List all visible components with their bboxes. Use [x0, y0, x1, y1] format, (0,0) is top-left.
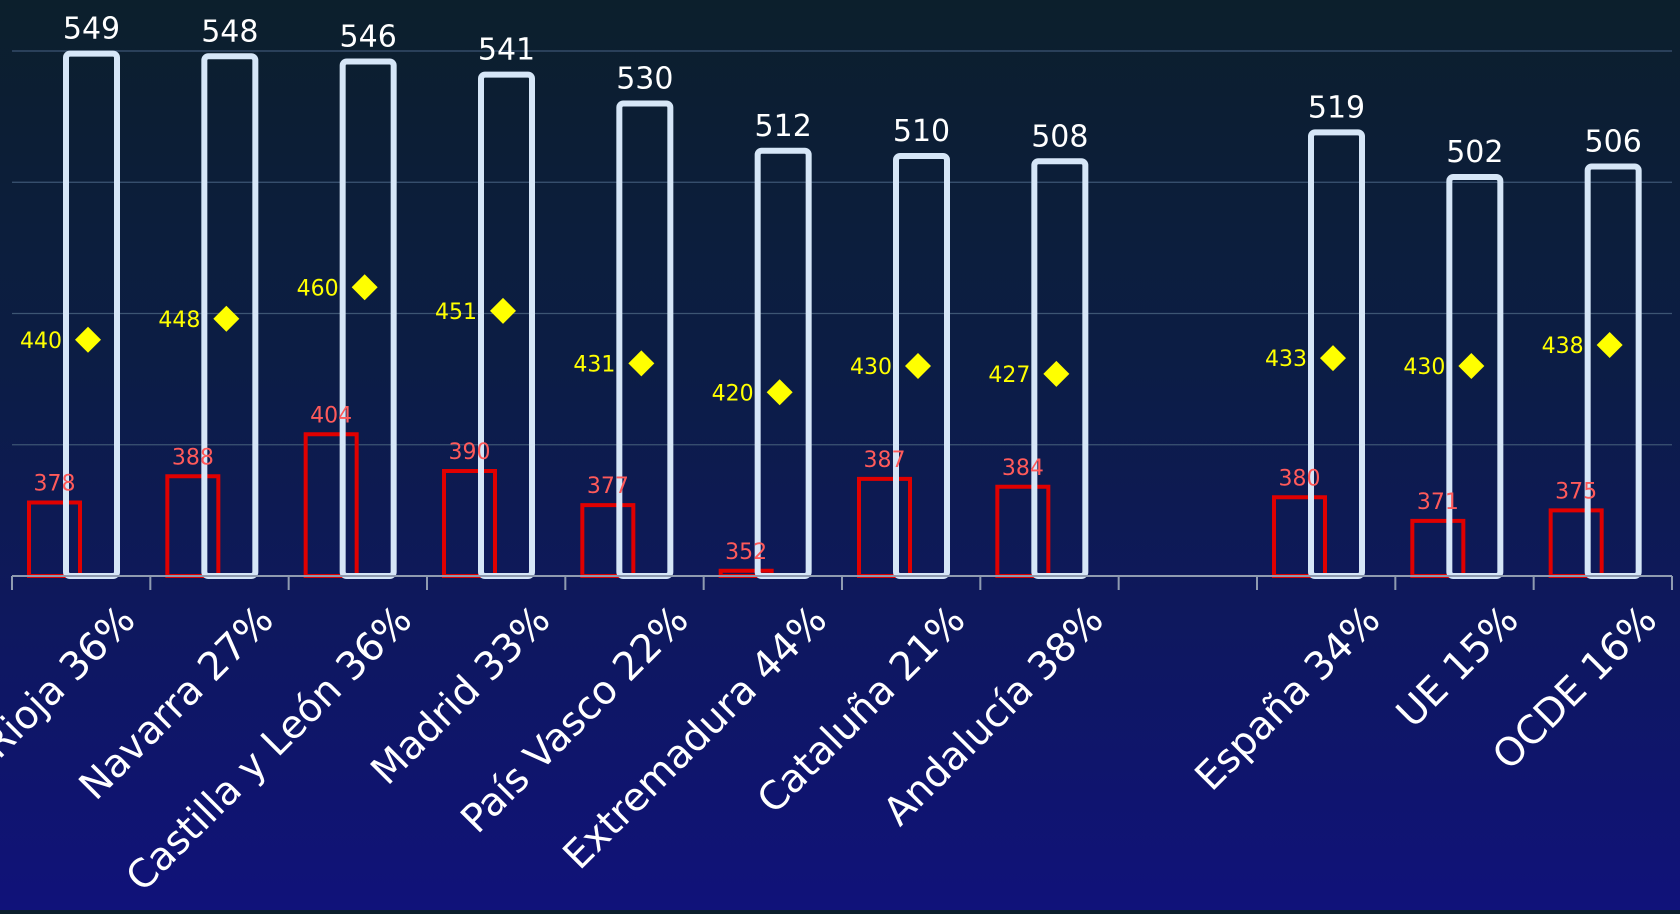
x-axis: La Rioja 36%Navarra 27%Castilla y León 3… — [0, 575, 1673, 900]
category-label: UE 15% — [1388, 597, 1527, 736]
data-label-red: 404 — [310, 403, 352, 428]
category-label: España 34% — [1187, 597, 1389, 799]
data-label-yellow: 430 — [1403, 355, 1445, 380]
data-label-red: 352 — [725, 540, 767, 565]
bar-red — [165, 474, 221, 578]
bars — [27, 50, 1642, 579]
data-label-blue: 506 — [1585, 125, 1642, 160]
marker-yellow — [351, 274, 378, 301]
data-label-yellow: 440 — [20, 329, 62, 354]
data-label-yellow: 448 — [158, 308, 200, 333]
data-label-blue: 541 — [478, 33, 535, 68]
bar-red — [27, 500, 82, 578]
data-label-red: 378 — [34, 472, 76, 497]
data-label-blue: 512 — [755, 109, 812, 144]
marker-yellow — [490, 297, 516, 324]
data-label-blue: 508 — [1031, 119, 1088, 154]
data-label-blue: 510 — [893, 114, 950, 149]
bar-red — [580, 503, 636, 578]
category-label: Extremadura 44% — [555, 597, 836, 878]
marker-yellow — [766, 379, 793, 406]
data-label-blue: 549 — [63, 12, 120, 47]
bar-red — [1410, 518, 1466, 578]
marker-yellow — [213, 305, 240, 332]
data-label-red: 371 — [1417, 490, 1459, 515]
bar-blue — [339, 58, 397, 579]
data-label-red: 384 — [1002, 456, 1044, 481]
marker-yellow — [75, 326, 101, 353]
bar-red — [303, 432, 359, 578]
data-label-yellow: 430 — [850, 355, 892, 380]
bar-blue — [1584, 163, 1642, 579]
data-labels: 378 549 440 388 548 448 404 546 460 390 541 451 377 5… — [20, 12, 1642, 565]
marker-yellow — [1043, 360, 1070, 387]
data-label-blue: 548 — [201, 14, 258, 49]
data-label-yellow: 438 — [1542, 334, 1584, 359]
data-label-blue: 502 — [1446, 135, 1503, 170]
marker-yellow — [905, 353, 931, 379]
data-label-red: 387 — [864, 448, 906, 473]
data-label-yellow: 460 — [297, 276, 339, 301]
bar-blue — [754, 147, 812, 579]
bar-red — [1548, 508, 1604, 578]
data-label-red: 380 — [1279, 466, 1321, 491]
bar-red — [857, 476, 912, 578]
data-label-blue: 519 — [1308, 90, 1365, 125]
bar-blue — [478, 71, 535, 579]
gridlines — [12, 50, 1672, 446]
data-label-yellow: 427 — [988, 363, 1030, 388]
data-label-red: 375 — [1555, 479, 1597, 504]
data-label-blue: 546 — [340, 20, 397, 55]
data-label-yellow: 433 — [1265, 347, 1307, 372]
bar-red — [995, 484, 1051, 578]
data-label-yellow: 431 — [573, 352, 615, 377]
data-label-red: 388 — [172, 445, 214, 470]
marker-yellow — [1458, 353, 1485, 379]
marker-yellow — [1596, 332, 1623, 358]
bar-blue — [63, 50, 120, 579]
marker-yellow — [628, 350, 655, 377]
bar-red — [442, 469, 497, 578]
data-label-red: 390 — [449, 440, 491, 465]
marker-yellow — [1320, 345, 1346, 372]
data-label-yellow: 451 — [435, 300, 477, 325]
markers — [75, 274, 1623, 406]
data-label-blue: 530 — [616, 62, 673, 97]
bar-blue — [1446, 174, 1504, 579]
data-label-red: 377 — [587, 474, 629, 499]
data-label-yellow: 420 — [712, 381, 754, 406]
bar-red — [1272, 495, 1327, 578]
